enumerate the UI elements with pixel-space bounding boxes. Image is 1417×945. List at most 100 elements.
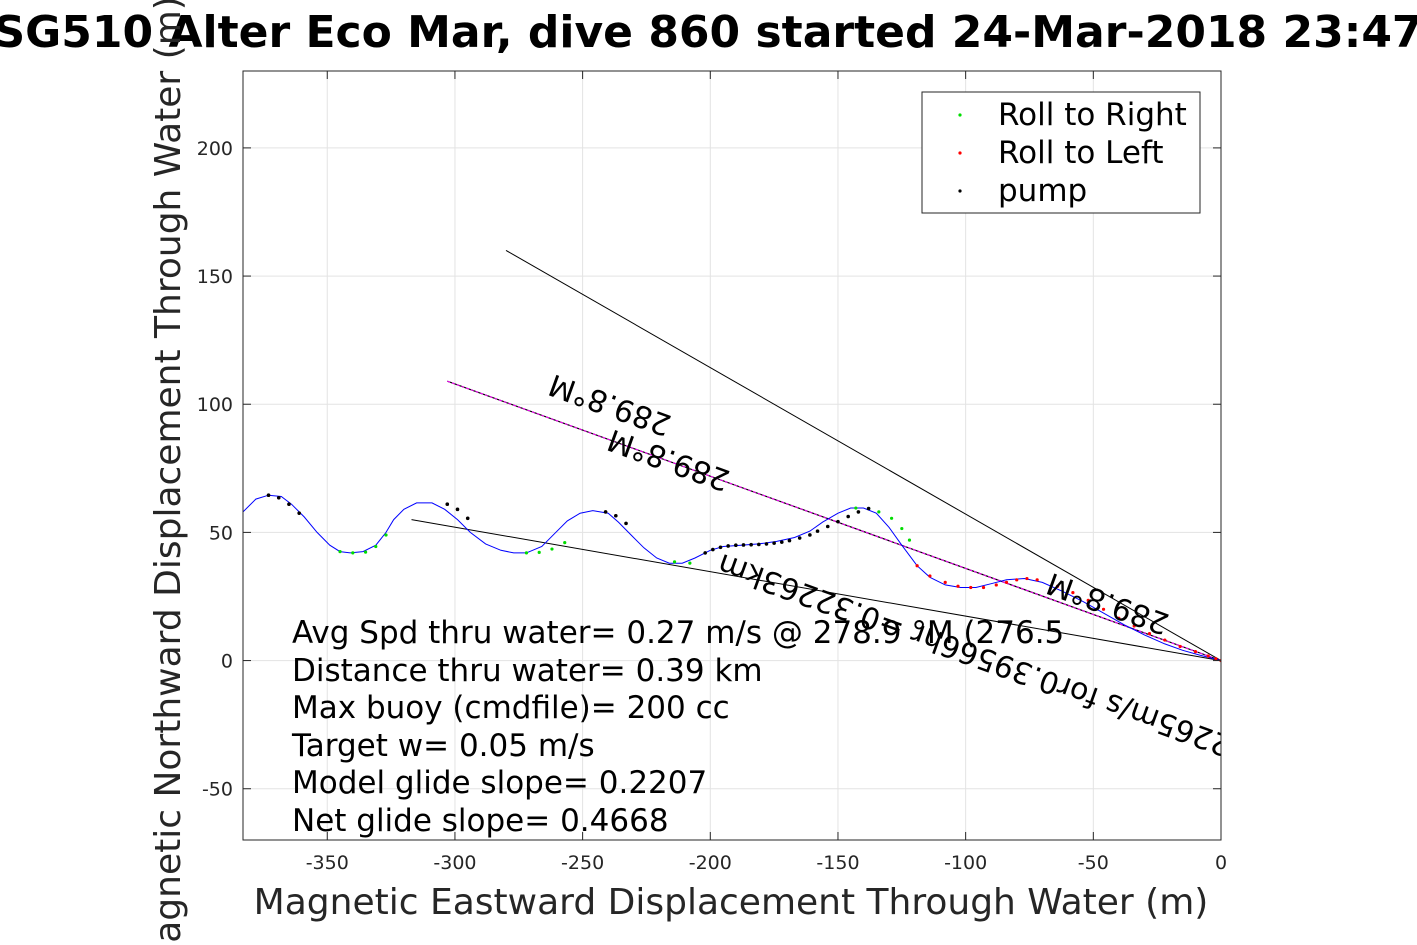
chart-title: SG510 Alter Eco Mar, dive 860 started 24… (0, 7, 1417, 58)
pump-point (276, 495, 281, 500)
axes-box (242, 70, 1222, 841)
ticks: -350 -300 -250 -200 -150 -100 -50 0 -50 0 50 100 150… (197, 71, 1227, 874)
stat-target-w: Target w= 0.05 m/s (291, 728, 595, 764)
roll-left-point (1086, 598, 1090, 602)
roll-left-point (1004, 580, 1009, 584)
roll-left-point (1214, 657, 1218, 661)
y-tick-label: 0 (221, 651, 233, 673)
pump-point (287, 502, 291, 507)
pump-point (846, 514, 850, 519)
pump-point (815, 529, 820, 533)
legend-label-pump: pump (998, 173, 1087, 209)
x-tick-label: -150 (816, 852, 859, 874)
pump-point (603, 510, 608, 514)
roll-left-point (1055, 584, 1060, 588)
pump-point (787, 538, 792, 543)
pump-point (772, 541, 776, 545)
pump-point (797, 536, 802, 540)
x-tick-label: 0 (1215, 852, 1227, 874)
roll-left-point (1035, 578, 1039, 582)
roll-right-point (363, 550, 368, 554)
legend-label-roll-right: Roll to Right (998, 97, 1187, 133)
roll-left-point (1132, 624, 1136, 628)
pump-point (624, 521, 628, 526)
roll-left-point (994, 583, 998, 587)
pump-point (741, 543, 746, 547)
roll-left-point (943, 580, 947, 584)
roll-right-point (338, 550, 342, 554)
heading-line-1 (505, 249, 1221, 662)
pump-point (836, 519, 840, 524)
roll-left-point (1025, 576, 1029, 581)
mean-track-line (447, 380, 1221, 662)
legend: Roll to Right Roll to Left pump (921, 91, 1201, 214)
pump-point (764, 542, 769, 546)
roll-right-point (351, 551, 355, 555)
roll-left-point (928, 574, 932, 578)
stats-annotation: Avg Spd thru water= 0.27 m/s @ 278.9 °M … (291, 615, 1064, 839)
roll-left-point (1015, 578, 1019, 582)
y-tick-label: 200 (197, 138, 233, 160)
roll-right-point (384, 533, 388, 537)
pump-point (455, 507, 460, 512)
roll-left-point (1163, 638, 1167, 642)
pump-point (718, 545, 723, 550)
roll-left-point (1101, 607, 1106, 611)
roll-left-point (1147, 632, 1152, 636)
pump-point (703, 551, 707, 555)
roll-right-point (900, 526, 904, 531)
stat-model-glide-slope: Model glide slope= 0.2207 (292, 765, 707, 801)
legend-label-roll-left: Roll to Left (998, 135, 1164, 171)
x-tick-label: -300 (433, 852, 476, 874)
roll-right-point (907, 538, 912, 542)
x-axis-label: Magnetic Eastward Displacement Through W… (254, 882, 1209, 923)
stat-max-buoy: Max buoy (cmdfile)= 200 cc (292, 690, 730, 726)
roll-right-point (688, 561, 692, 565)
x-tick-label: -250 (561, 852, 604, 874)
y-axis-label: Magnetic Northward Displacement Through … (148, 0, 189, 945)
roll-right-point (374, 544, 378, 549)
pump-point (266, 493, 271, 498)
roll-left-point (981, 585, 986, 590)
roll-right-point (550, 547, 554, 551)
legend-marker-pump (958, 189, 962, 193)
pump-point (779, 540, 784, 544)
x-tick-label: -50 (1078, 852, 1109, 874)
roll-left-point (1206, 654, 1210, 658)
y-tick-label: -50 (202, 779, 233, 801)
pump-point (711, 547, 715, 552)
y-tick-label: 100 (197, 394, 233, 416)
heading-line-2 (411, 519, 1221, 662)
pump-point (808, 533, 812, 537)
roll-right-point (537, 550, 541, 554)
pump-point (614, 513, 618, 518)
pump-point (825, 524, 830, 529)
x-tick-label: -200 (689, 852, 732, 874)
roll-right-point (524, 551, 529, 555)
roll-left-point (915, 564, 919, 568)
legend-marker-roll-right (958, 113, 962, 117)
roll-left-point (969, 585, 973, 590)
roll-right-point (672, 560, 677, 564)
roll-left-point (1193, 649, 1198, 654)
roll-left-point (1117, 616, 1121, 620)
stat-net-glide-slope: Net glide slope= 0.4668 (292, 803, 669, 839)
roll-left-point (1178, 644, 1182, 649)
legend-box (921, 91, 1201, 214)
roll-right-point (563, 541, 567, 545)
x-tick-label: -100 (944, 852, 987, 874)
roll-right-point (854, 506, 858, 510)
roll-right-point (877, 510, 881, 514)
pump-point (297, 511, 301, 515)
y-tick-label: 150 (197, 266, 233, 288)
pump-point (465, 516, 470, 521)
legend-marker-roll-left (958, 151, 962, 155)
pump-point (734, 543, 738, 548)
pump-point (726, 544, 730, 548)
roll-left-point (1071, 591, 1075, 595)
roll-right-point (889, 516, 894, 520)
pump-point (757, 542, 761, 547)
pump-point (749, 542, 753, 547)
pump-point (866, 506, 871, 511)
